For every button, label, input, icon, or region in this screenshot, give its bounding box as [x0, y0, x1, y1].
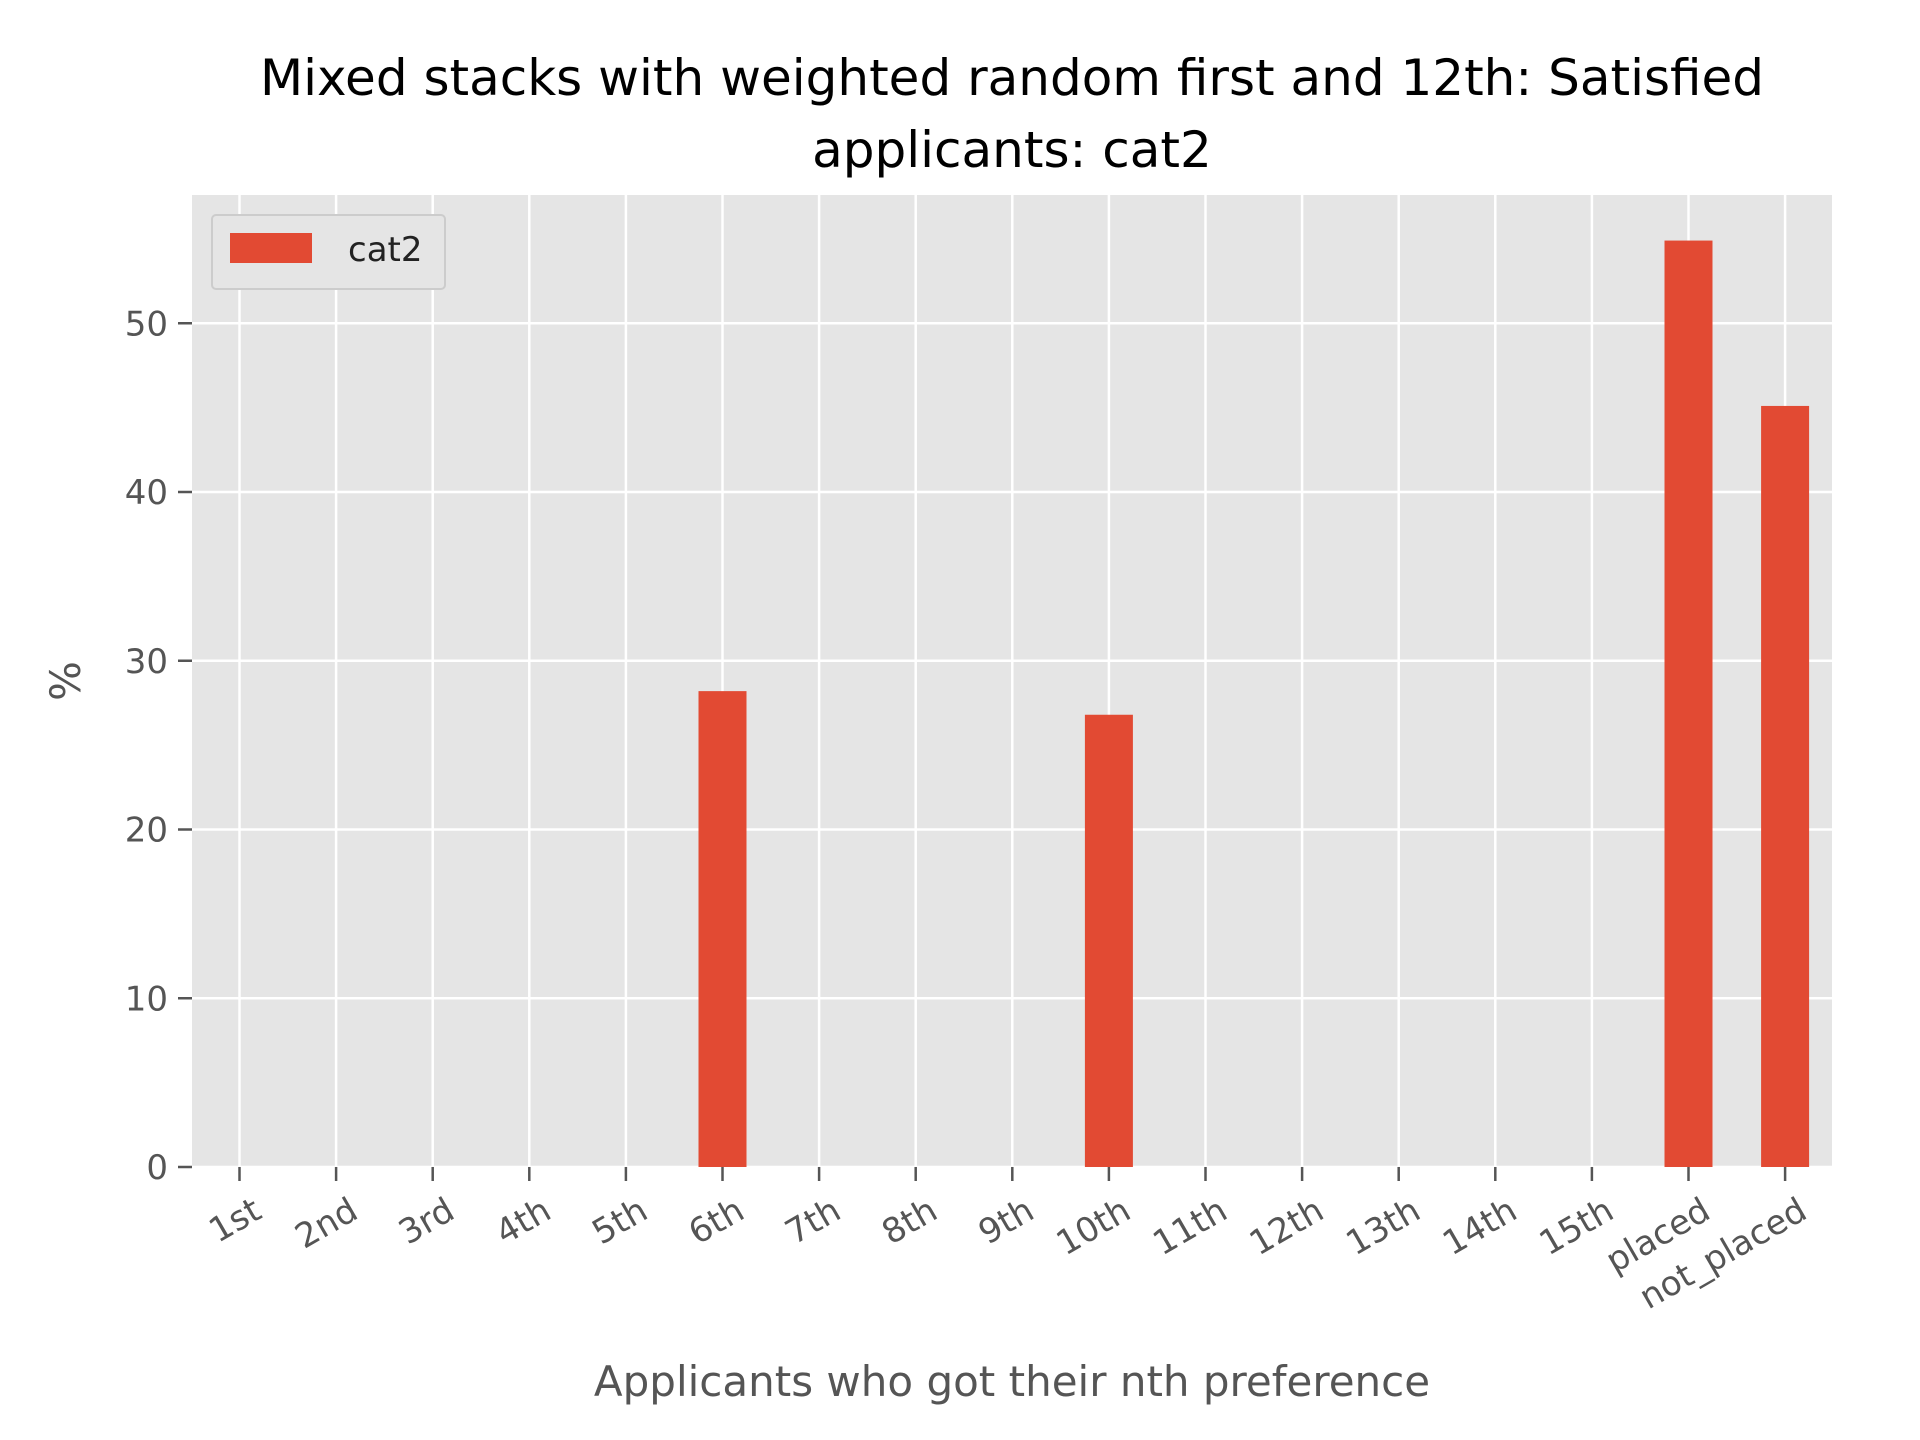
legend-label: cat2	[348, 230, 423, 270]
y-tick-label-5: 50	[125, 304, 168, 344]
x-axis-label: Applicants who got their nth preference	[594, 1357, 1430, 1406]
x-tick-label-12th: 12th	[1243, 1190, 1331, 1264]
x-tick-label-6th: 6th	[682, 1190, 751, 1253]
x-tick-label-3rd: 3rd	[392, 1190, 461, 1253]
chart-title-line-1: Mixed stacks with weighted random first …	[260, 49, 1764, 107]
x-tick-label-5th: 5th	[585, 1190, 654, 1253]
x-tick-label-13th: 13th	[1340, 1190, 1428, 1264]
x-tick-label-9th: 9th	[972, 1190, 1041, 1253]
x-tick-label-7th: 7th	[779, 1190, 848, 1253]
y-tick-label-4: 40	[125, 473, 168, 513]
chart-title-line-2: applicants: cat2	[812, 121, 1212, 179]
x-tick-label-2nd: 2nd	[289, 1190, 365, 1257]
legend-swatch	[230, 233, 312, 263]
x-tick-label-4th: 4th	[489, 1190, 558, 1253]
bar-10th	[1084, 714, 1133, 1167]
y-tick-label-0: 0	[146, 1148, 168, 1188]
x-axis-ticks: 1st 2nd 3rd 4th 5th 6th 7th 8th 9th 10th 11th 12th 1…	[202, 1167, 1814, 1318]
bar-placed	[1664, 240, 1713, 1167]
x-tick-label-1st: 1st	[202, 1190, 268, 1251]
x-tick-label-8th: 8th	[875, 1190, 944, 1253]
bars	[698, 240, 1810, 1167]
y-tick-label-1: 10	[125, 979, 168, 1019]
y-tick-label-2: 20	[125, 811, 168, 851]
y-tick-label-3: 30	[125, 642, 168, 682]
x-tick-label-14th: 14th	[1436, 1190, 1524, 1264]
y-axis-label: %	[41, 661, 90, 701]
x-tick-label-11th: 11th	[1146, 1190, 1234, 1264]
legend: cat2	[211, 214, 446, 290]
y-axis-ticks: 0 10 20 30 40 50	[125, 304, 192, 1188]
bar-6th	[698, 691, 747, 1167]
x-tick-label-10th: 10th	[1050, 1190, 1138, 1264]
bar-not_placed	[1761, 405, 1810, 1167]
